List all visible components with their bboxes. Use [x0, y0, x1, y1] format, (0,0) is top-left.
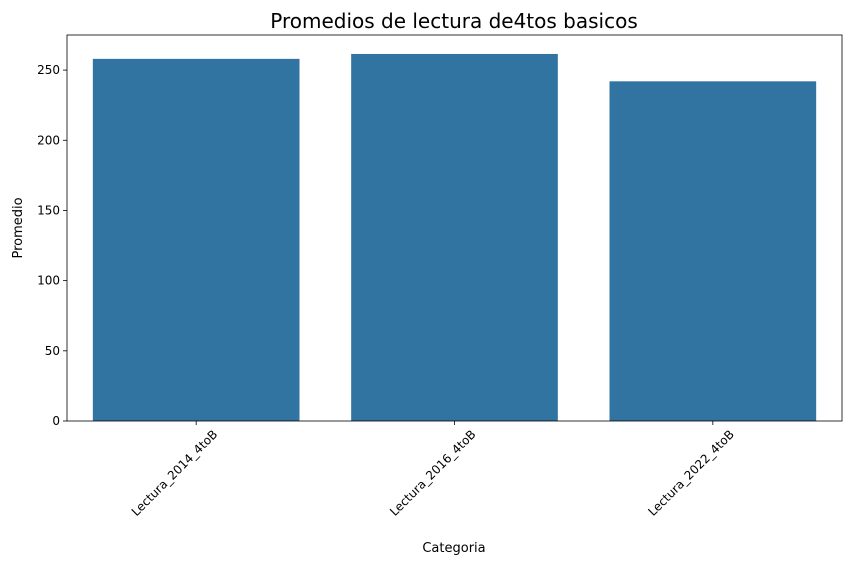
chart-title: Promedios de lectura de4tos basicos — [270, 9, 638, 33]
y-axis-title: Promedio — [11, 197, 26, 258]
x-tick-label: Lectura_2014_4toB — [129, 427, 221, 519]
y-tick-label: 50 — [45, 344, 60, 358]
x-axis-title: Categoria — [422, 541, 485, 556]
bar-Lectura_2022_4toB — [609, 81, 817, 421]
bars-group — [92, 53, 817, 421]
y-axis: 0 50 100 150 200 250 — [37, 63, 67, 428]
y-tick-label: 250 — [37, 63, 60, 77]
y-tick-label: 0 — [52, 414, 60, 428]
x-tick-label: Lectura_2016_4toB — [387, 427, 479, 519]
y-tick-label: 150 — [37, 203, 60, 217]
bar-Lectura_2016_4toB — [351, 53, 558, 421]
bar-Lectura_2014_4toB — [92, 58, 300, 421]
y-tick-label: 100 — [37, 274, 60, 288]
x-axis: Lectura_2014_4toB Lectura_2016_4toB Lectur… — [129, 421, 737, 519]
y-tick-label: 200 — [37, 133, 60, 147]
x-tick-label: Lectura_2022_4toB — [645, 427, 737, 519]
